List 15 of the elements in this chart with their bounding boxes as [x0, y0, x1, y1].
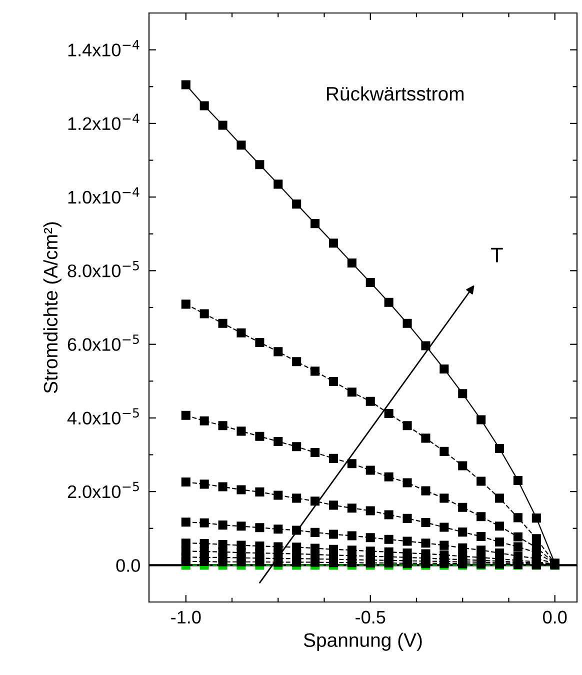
- text: Rückwärtsstrom: [327, 86, 464, 101]
- x-tick-label: -0.5: [356, 610, 386, 624]
- x-axis-title: Spannung (V): [304, 632, 422, 651]
- y-tick-label: 8.0x10$^{−5}$: [68, 260, 139, 278]
- x-tick-label: -1.0: [171, 610, 201, 624]
- y-tick-label: 1.0x10$^{−4}$: [68, 187, 140, 204]
- y-tick-label: 2.0x10$^{−5}$: [68, 482, 139, 498]
- y-tick-label: 1.4x10$^{−4}$: [68, 40, 140, 56]
- x-tick-label: 0.0: [543, 610, 567, 624]
- y-tick-label: 4.0x10$^{−5}$: [67, 408, 139, 425]
- y-axis-title: Stromdichte (A/cm²): [43, 222, 62, 394]
- annotation: T: [491, 248, 503, 262]
- y-tick-label: 0.0: [116, 559, 140, 572]
- y-tick-label: 6.0x10$^{−5}$: [68, 334, 139, 351]
- y-tick-label: 1.2x10$^{−4}$: [68, 114, 140, 130]
